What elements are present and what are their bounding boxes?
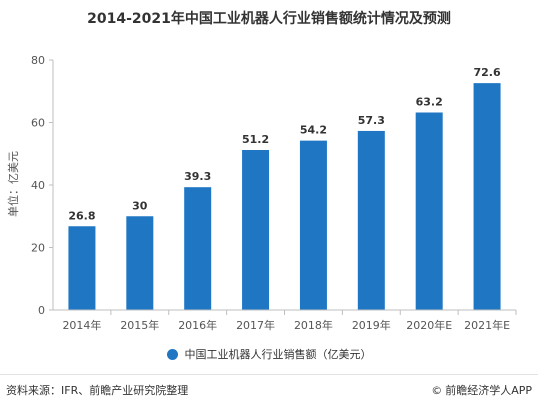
x-tick-label: 2014年 bbox=[62, 318, 101, 332]
bar-value-label: 51.2 bbox=[242, 133, 269, 146]
brand: © 前瞻经济学人APP bbox=[431, 382, 532, 398]
bar-value-label: 63.2 bbox=[416, 96, 443, 109]
y-tick-label: 80 bbox=[31, 54, 45, 67]
y-axis-title: 单位：亿美元 bbox=[6, 151, 20, 217]
x-tick-label: 2020年E bbox=[406, 318, 452, 332]
bar-value-label: 26.8 bbox=[68, 209, 95, 222]
x-tick-label: 2018年 bbox=[294, 318, 333, 332]
bar bbox=[184, 187, 212, 310]
x-tick-label: 2021年E bbox=[464, 318, 510, 332]
bar bbox=[415, 112, 443, 310]
bar bbox=[126, 216, 154, 310]
x-axis: 2014年 2015年 2016年 2017年 2018年 2019年 2020年E 2021… bbox=[53, 309, 517, 332]
source-note: 资料来源：IFR、前瞻产业研究院整理 bbox=[6, 384, 189, 397]
bar-value-label: 57.3 bbox=[358, 114, 385, 127]
chart-title: 2014-2021年中国工业机器人行业销售额统计情况及预测 bbox=[87, 11, 451, 27]
y-tick-label: 40 bbox=[31, 179, 45, 192]
bar bbox=[242, 150, 270, 310]
copyright-icon: © bbox=[431, 383, 443, 397]
bar-value-label: 39.3 bbox=[184, 170, 211, 183]
x-tick-label: 2015年 bbox=[120, 318, 159, 332]
bar bbox=[299, 140, 327, 310]
bar-chart: 单位：亿美元 0 20 40 60 80 26.8 30 39.3 51.2 54.2 57.3 6… bbox=[6, 54, 517, 332]
x-tick-label: 2016年 bbox=[178, 318, 217, 332]
y-axis: 0 20 40 60 80 bbox=[31, 54, 54, 317]
x-tick-label: 2019年 bbox=[352, 318, 391, 332]
bar-value-label: 30 bbox=[132, 199, 148, 212]
bars: 26.8 30 39.3 51.2 54.2 57.3 63.2 72.6 bbox=[68, 66, 501, 310]
brand-label: 前瞻经济学人APP bbox=[445, 384, 532, 397]
y-tick-label: 60 bbox=[31, 117, 45, 130]
bar bbox=[68, 226, 96, 310]
bar-value-label: 54.2 bbox=[300, 124, 327, 137]
footer-divider bbox=[0, 374, 538, 375]
y-tick-label: 0 bbox=[38, 304, 45, 317]
y-tick-label: 20 bbox=[31, 242, 45, 255]
bar bbox=[473, 83, 501, 310]
bar-value-label: 72.6 bbox=[473, 66, 500, 79]
legend-marker bbox=[166, 348, 178, 360]
legend: 中国工业机器人行业销售额（亿美元） bbox=[0, 346, 538, 362]
legend-label: 中国工业机器人行业销售额（亿美元） bbox=[184, 348, 372, 361]
bar bbox=[357, 130, 385, 310]
x-tick-label: 2017年 bbox=[236, 318, 275, 332]
